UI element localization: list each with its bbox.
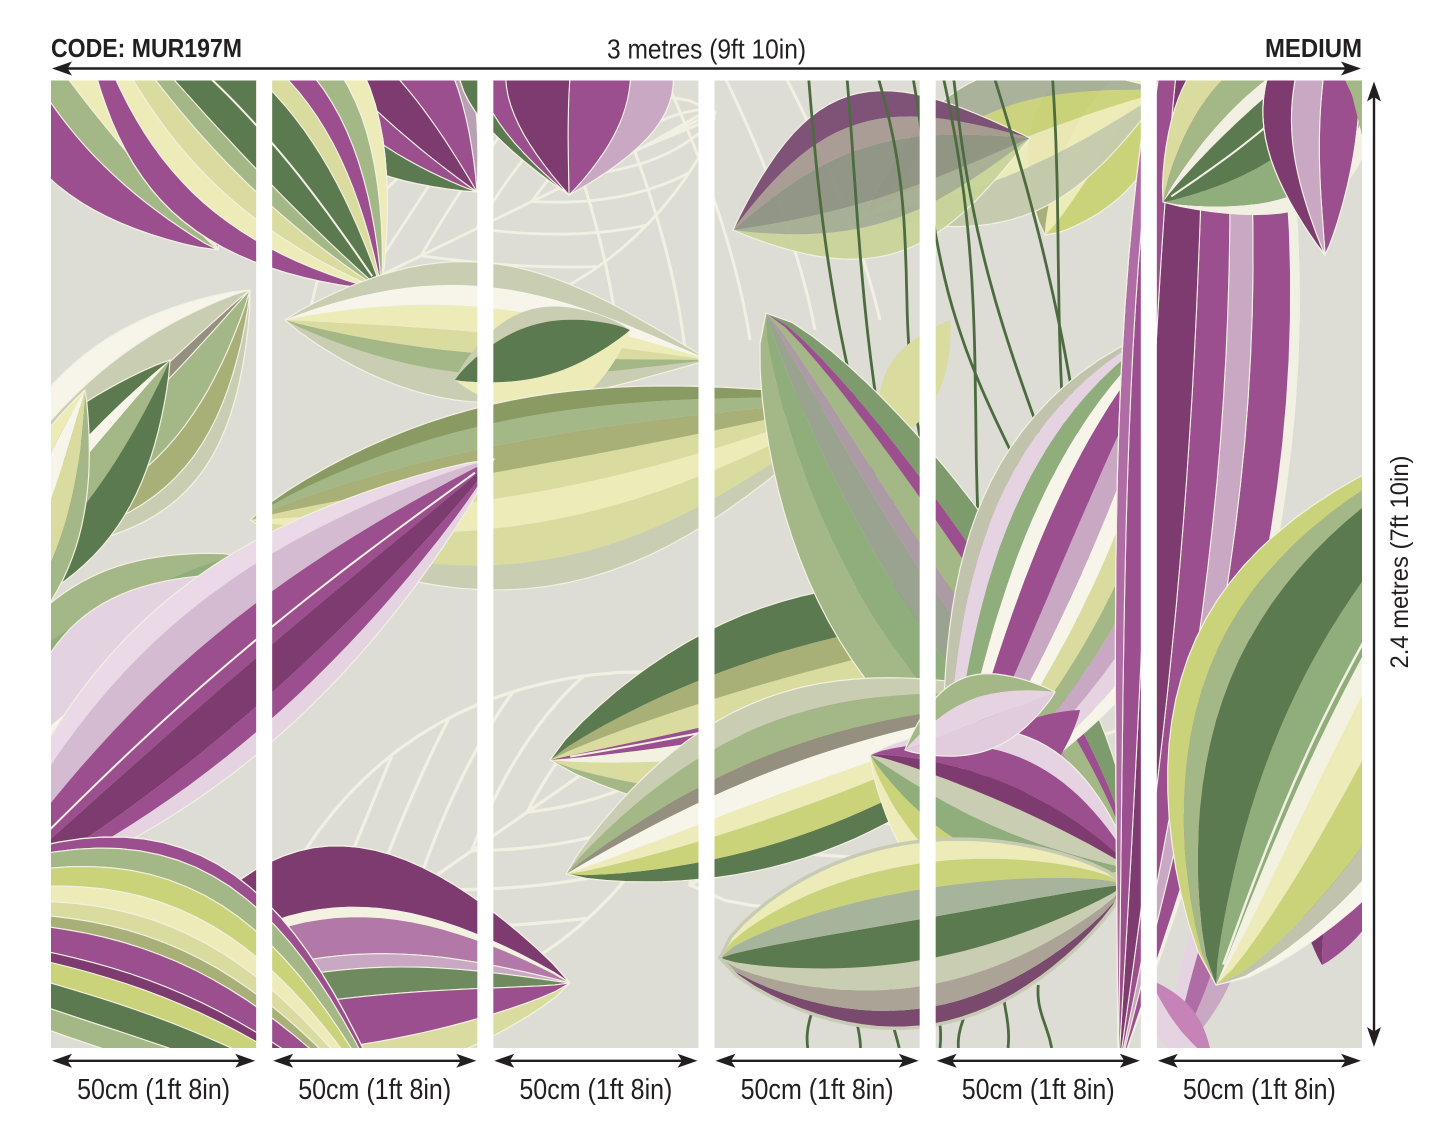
svg-text:50cm (1ft 8in): 50cm (1ft 8in) [741, 1074, 894, 1106]
svg-text:2.4 metres (7ft 10in): 2.4 metres (7ft 10in) [1386, 456, 1414, 669]
svg-text:MEDIUM: MEDIUM [1265, 33, 1362, 63]
svg-text:50cm (1ft 8in): 50cm (1ft 8in) [962, 1074, 1115, 1106]
svg-text:CODE: MUR197M: CODE: MUR197M [51, 33, 242, 63]
svg-text:3 metres (9ft 10in): 3 metres (9ft 10in) [607, 34, 806, 65]
svg-text:50cm (1ft 8in): 50cm (1ft 8in) [298, 1074, 451, 1106]
svg-text:50cm (1ft 8in): 50cm (1ft 8in) [519, 1074, 672, 1106]
svg-text:50cm (1ft 8in): 50cm (1ft 8in) [1183, 1074, 1336, 1106]
svg-text:50cm (1ft 8in): 50cm (1ft 8in) [77, 1074, 230, 1106]
